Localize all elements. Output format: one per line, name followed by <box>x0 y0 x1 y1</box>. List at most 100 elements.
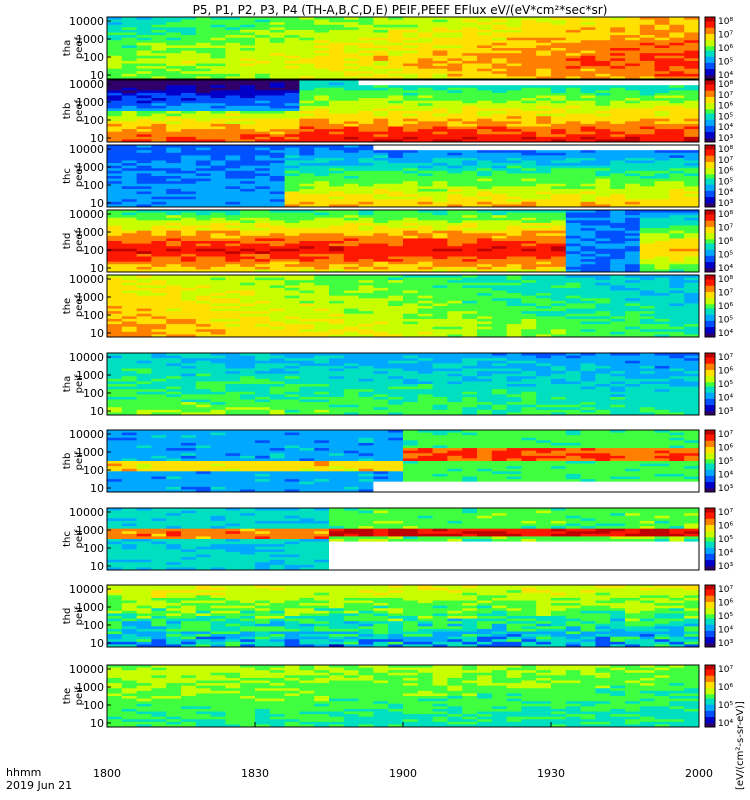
heatmap-cell <box>462 215 478 219</box>
heatmap-cell <box>343 87 359 91</box>
heatmap-cell <box>151 248 167 252</box>
heatmap-cell <box>358 331 374 335</box>
colorbar-segment <box>705 145 715 148</box>
heatmap-cell <box>136 27 152 31</box>
heatmap-cell <box>314 100 330 104</box>
heatmap-cell <box>565 188 581 192</box>
heatmap-cell <box>166 282 182 286</box>
heatmap-cell <box>521 48 537 51</box>
heatmap-cell <box>284 113 300 117</box>
heatmap-cell <box>373 253 389 257</box>
heatmap-cell <box>329 98 345 102</box>
heatmap-cell <box>462 253 478 257</box>
heatmap-cell <box>654 80 670 83</box>
heatmap-cell <box>343 204 359 208</box>
heatmap-cell <box>240 282 256 286</box>
heatmap-cell <box>432 186 448 190</box>
heatmap-cell <box>329 73 345 77</box>
heatmap-cell <box>210 210 226 213</box>
heatmap-cell <box>432 100 448 104</box>
heatmap-cell <box>669 139 685 143</box>
heatmap-cell <box>610 188 626 192</box>
heatmap-cell <box>240 118 256 122</box>
heatmap-cell <box>358 282 374 286</box>
heatmap-cell <box>403 188 419 192</box>
heatmap-cell <box>195 71 211 75</box>
heatmap-cell <box>551 311 567 315</box>
heatmap-cell <box>477 298 493 302</box>
heatmap-cell <box>491 139 507 143</box>
heatmap-cell <box>462 230 478 234</box>
heatmap-cell <box>299 24 315 28</box>
heatmap-cell <box>417 17 433 20</box>
heatmap-cell <box>181 248 197 252</box>
heatmap-cell <box>136 269 152 273</box>
heatmap-cell <box>432 45 448 49</box>
heatmap-cell <box>240 134 256 138</box>
heatmap-cell <box>639 303 655 307</box>
heatmap-cell <box>403 157 419 161</box>
heatmap-cell <box>166 85 182 89</box>
heatmap-cell <box>595 176 611 179</box>
heatmap-cell <box>432 29 448 33</box>
heatmap-cell <box>314 293 330 297</box>
heatmap-cell <box>284 22 300 26</box>
heatmap-cell <box>477 165 493 169</box>
heatmap-cell <box>580 87 596 91</box>
heatmap-cell <box>343 71 359 75</box>
heatmap-cell <box>343 303 359 307</box>
heatmap-cell <box>654 66 670 70</box>
heatmap-cell <box>284 277 300 281</box>
heatmap-cell <box>610 228 626 232</box>
heatmap-cell <box>565 280 581 284</box>
heatmap-cell <box>240 111 256 114</box>
heatmap-cell <box>136 19 152 23</box>
heatmap-cell <box>151 298 167 302</box>
heatmap-cell <box>684 238 700 242</box>
heatmap-cell <box>225 253 241 257</box>
heatmap-cell <box>181 157 197 161</box>
heatmap-cell <box>121 285 137 289</box>
heatmap-cell <box>107 150 123 154</box>
heatmap-cell <box>684 66 700 70</box>
heatmap-cell <box>565 269 581 273</box>
heatmap-cell <box>491 210 507 213</box>
heatmap-cell <box>195 98 211 102</box>
heatmap-cell <box>506 150 522 154</box>
heatmap-cell <box>166 324 182 328</box>
heatmap-cell <box>639 111 655 114</box>
heatmap-cell <box>669 321 685 325</box>
heatmap-cell <box>536 199 552 203</box>
heatmap-cell <box>610 118 626 122</box>
heatmap-cell <box>314 238 330 242</box>
heatmap-cell <box>580 82 596 86</box>
heatmap-cell <box>432 145 448 148</box>
heatmap-cell <box>639 123 655 127</box>
heatmap-cell <box>536 293 552 297</box>
heatmap-cell <box>121 103 137 107</box>
heatmap-cell <box>491 222 507 226</box>
heatmap-cell <box>403 121 419 125</box>
heatmap-cell <box>521 113 537 117</box>
heatmap-cell <box>669 329 685 333</box>
heatmap-cell <box>269 108 285 112</box>
colorbar-segment <box>705 153 715 156</box>
heatmap-cell <box>654 298 670 302</box>
heatmap-cell <box>595 300 611 304</box>
heatmap-cell <box>358 40 374 44</box>
heatmap-cell <box>166 178 182 182</box>
heatmap-cell <box>551 225 567 229</box>
heatmap-cell <box>107 29 123 33</box>
heatmap-cell <box>373 212 389 216</box>
heatmap-cell <box>595 266 611 270</box>
heatmap-cell <box>166 53 182 57</box>
heatmap-cell <box>447 264 463 268</box>
heatmap-cell <box>639 121 655 125</box>
heatmap-cell <box>255 334 271 338</box>
heatmap-cell <box>403 329 419 333</box>
heatmap-cell <box>329 230 345 234</box>
heatmap-cell <box>240 100 256 104</box>
heatmap-cell <box>417 139 433 143</box>
heatmap-cell <box>358 306 374 309</box>
heatmap-cell <box>462 48 478 51</box>
